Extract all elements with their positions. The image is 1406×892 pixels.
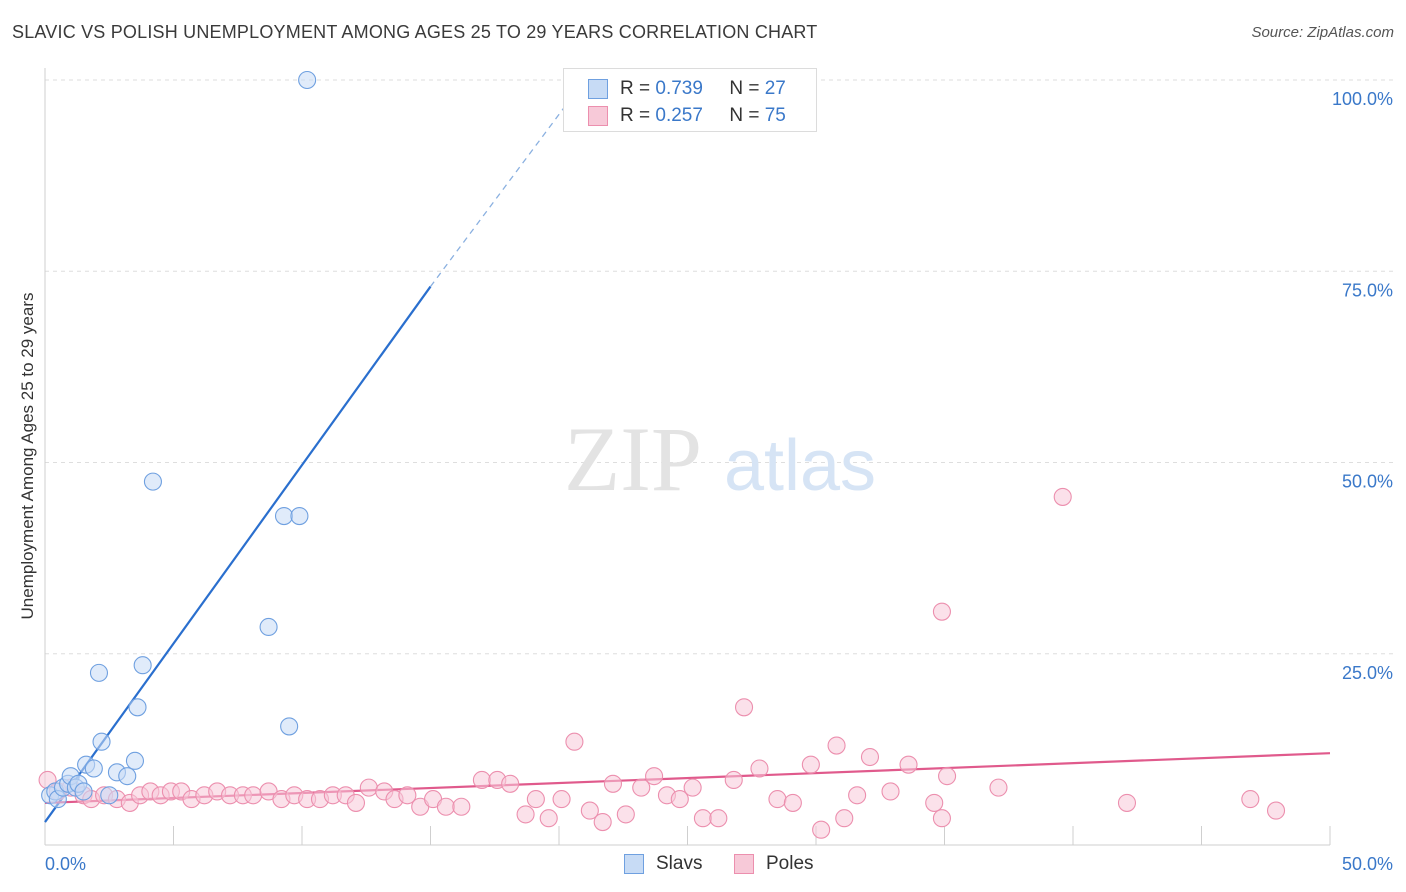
data-point-slavs bbox=[290, 506, 309, 526]
legend-r-label: R = bbox=[620, 78, 651, 99]
data-point-poles bbox=[827, 736, 846, 755]
data-point-slavs bbox=[298, 70, 317, 90]
legend-swatch-slavs bbox=[588, 79, 608, 99]
data-point-poles bbox=[580, 801, 599, 820]
tick-labels: 25.0% 50.0% 75.0% 100.0% 0.0% 50.0% bbox=[45, 89, 1393, 874]
bottom-legend-swatch-poles bbox=[734, 854, 754, 874]
data-point-poles bbox=[768, 790, 787, 809]
data-point-slavs bbox=[125, 751, 144, 770]
data-point-poles bbox=[472, 770, 491, 790]
data-point-slavs bbox=[128, 698, 147, 717]
data-point-poles bbox=[734, 698, 754, 717]
data-point-poles bbox=[452, 797, 471, 816]
data-point-poles bbox=[526, 790, 545, 809]
legend-n-label: N = bbox=[729, 105, 760, 126]
data-point-poles bbox=[932, 602, 951, 621]
data-point-poles bbox=[899, 755, 918, 774]
data-point-poles bbox=[812, 820, 831, 839]
legend-n-poles: 75 bbox=[764, 105, 786, 126]
legend-r-label: R = bbox=[620, 105, 651, 126]
data-point-poles bbox=[501, 774, 520, 793]
data-point-slavs bbox=[274, 506, 294, 526]
data-point-poles bbox=[860, 747, 880, 767]
grid-lines bbox=[45, 79, 1395, 655]
data-point-poles bbox=[436, 797, 455, 816]
data-point-poles bbox=[1266, 801, 1286, 820]
data-point-slavs bbox=[133, 656, 152, 675]
data-point-poles bbox=[398, 786, 417, 805]
data-point-poles bbox=[616, 805, 635, 824]
data-point-poles bbox=[724, 770, 743, 790]
data-point-poles bbox=[881, 782, 900, 801]
data-point-poles bbox=[932, 809, 951, 828]
data-point-poles bbox=[693, 809, 712, 828]
data-point-poles bbox=[1053, 487, 1072, 506]
y-tick-label: 75.0% bbox=[1342, 280, 1393, 300]
data-point-poles bbox=[244, 786, 263, 805]
watermark-zip: ZIP bbox=[564, 408, 702, 510]
data-point-slavs bbox=[143, 472, 162, 491]
data-point-poles bbox=[1117, 793, 1137, 812]
data-point-slavs bbox=[89, 663, 109, 682]
trend-line-slavs-extension bbox=[429, 79, 586, 287]
data-point-poles bbox=[593, 812, 612, 832]
data-point-slavs bbox=[92, 732, 111, 751]
data-point-poles bbox=[750, 759, 769, 778]
data-point-slavs bbox=[259, 617, 278, 637]
x-tick-label: 50.0% bbox=[1342, 854, 1393, 874]
y-tick-label: 25.0% bbox=[1342, 663, 1393, 683]
y-tick-label: 100.0% bbox=[1332, 89, 1393, 109]
legend-swatch-poles bbox=[588, 106, 608, 126]
data-point-poles bbox=[603, 774, 623, 793]
bottom-legend-label-slavs: Slavs bbox=[656, 853, 703, 874]
y-axis-label: Unemployment Among Ages 25 to 29 years bbox=[18, 292, 37, 620]
legend-r-slavs: 0.739 bbox=[655, 78, 703, 99]
data-point-poles bbox=[989, 778, 1008, 797]
legend-n-slavs: 27 bbox=[764, 78, 786, 99]
source-label[interactable]: Source: ZipAtlas.com bbox=[1251, 24, 1394, 41]
x-tick-label: 0.0% bbox=[45, 854, 86, 874]
data-point-poles bbox=[565, 732, 584, 751]
legend-n-label: N = bbox=[729, 78, 760, 99]
trend-line-slavs bbox=[44, 285, 432, 823]
bottom-legend-label-poles: Poles bbox=[766, 853, 814, 874]
data-point-poles bbox=[801, 755, 820, 774]
data-point-slavs bbox=[100, 786, 119, 805]
data-point-slavs bbox=[118, 767, 137, 786]
data-point-poles bbox=[516, 805, 535, 824]
data-point-poles bbox=[359, 778, 378, 797]
watermark: ZIP atlas bbox=[564, 408, 876, 510]
data-point-poles bbox=[783, 793, 802, 812]
data-point-poles bbox=[645, 767, 664, 786]
axes bbox=[44, 68, 1331, 846]
data-point-poles bbox=[632, 778, 651, 797]
legend-r-poles: 0.257 bbox=[655, 105, 703, 126]
data-point-slavs bbox=[280, 717, 299, 736]
chart-title: SLAVIC VS POLISH UNEMPLOYMENT AMONG AGES… bbox=[12, 22, 818, 42]
bottom-legend-swatch-slavs bbox=[624, 854, 644, 874]
watermark-atlas: atlas bbox=[724, 426, 876, 506]
data-point-poles bbox=[552, 790, 571, 809]
data-points bbox=[38, 70, 1286, 839]
series-poles bbox=[38, 487, 1286, 839]
data-point-poles bbox=[683, 778, 702, 797]
y-tick-label: 50.0% bbox=[1342, 472, 1393, 492]
data-point-poles bbox=[709, 809, 728, 828]
data-point-poles bbox=[925, 793, 944, 812]
data-point-slavs bbox=[74, 782, 93, 801]
data-point-poles bbox=[848, 786, 867, 805]
data-point-poles bbox=[938, 767, 957, 786]
data-point-poles bbox=[670, 790, 689, 809]
data-point-poles bbox=[346, 793, 366, 812]
data-point-poles bbox=[835, 809, 854, 828]
data-point-slavs bbox=[84, 759, 103, 778]
correlation-legend: R = 0.739 N = 27 R = 0.257 N = 75 bbox=[563, 68, 817, 132]
series-slavs bbox=[41, 70, 317, 809]
data-point-poles bbox=[539, 809, 558, 828]
data-point-poles bbox=[1241, 790, 1260, 809]
